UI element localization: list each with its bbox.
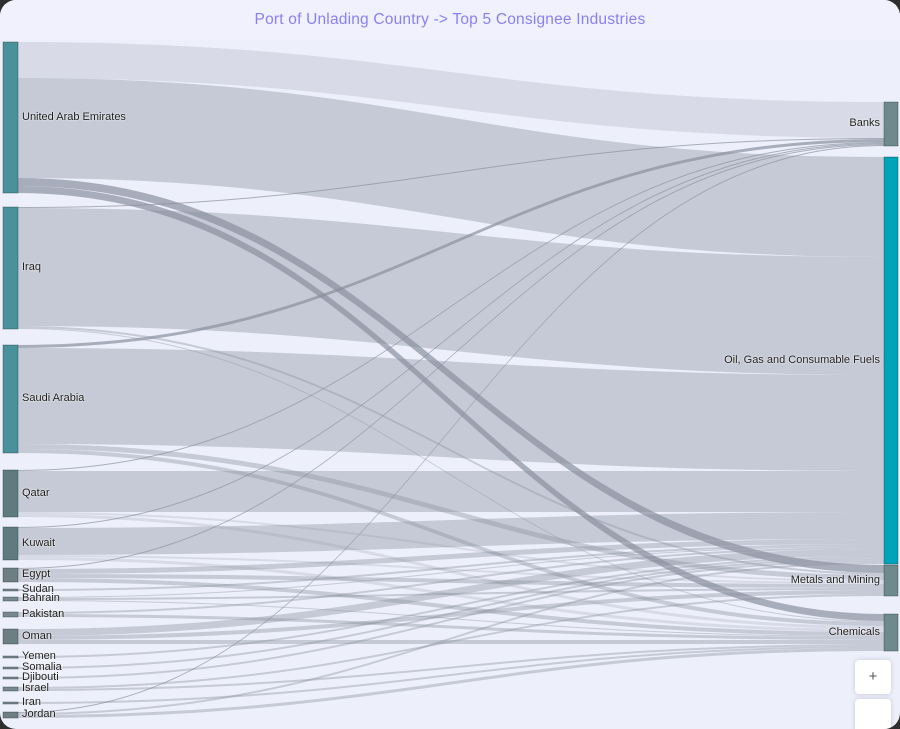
flow-kuwait-to-oil-gas-and-consumable-fuels[interactable] [18,512,884,555]
zoom-in-button[interactable]: + [855,660,891,694]
flow-kuwait-to-metals-and-mining[interactable] [18,555,884,584]
flow-oman-to-metals-and-mining[interactable] [18,590,884,640]
node-iran[interactable] [2,701,19,705]
flow-qatar-to-metals-and-mining[interactable] [18,512,884,582]
flow-united-arab-emirates-to-chemicals[interactable] [18,186,884,621]
node-oman[interactable] [2,628,19,645]
node-iraq[interactable] [2,206,19,330]
flow-united-arab-emirates-to-banks[interactable] [18,42,884,138]
flow-iraq-to-chemicals[interactable] [18,328,884,622]
node-israel[interactable] [2,686,19,692]
flow-egypt-to-chemicals[interactable] [18,578,884,636]
node-djibouti[interactable] [2,676,19,680]
flow-bahrain-to-metals-and-mining[interactable] [18,588,884,600]
node-qatar[interactable] [2,469,19,518]
flow-iraq-to-metals-and-mining[interactable] [18,326,884,575]
flow-egypt-to-metals-and-mining[interactable] [18,574,884,588]
flow-bahrain-to-chemicals[interactable] [18,600,884,637]
zoom-out-button[interactable] [855,699,891,729]
flow-israel-to-metals-and-mining[interactable] [18,594,884,689]
title-bar: Port of Unlading Country -> Top 5 Consig… [0,0,900,40]
flow-saudi-arabia-to-banks[interactable] [18,139,884,348]
node-pakistan[interactable] [2,611,19,618]
flow-sudan-to-oil-gas-and-consumable-fuels[interactable] [18,544,884,591]
flow-iraq-to-banks[interactable] [18,138,884,208]
node-yemen[interactable] [2,655,19,659]
flow-djibouti-to-oil-gas-and-consumable-fuels[interactable] [18,560,884,679]
flow-saudi-arabia-to-metals-and-mining[interactable] [18,444,884,580]
chart-title: Port of Unlading Country -> Top 5 Consig… [254,11,646,28]
flow-jordan-to-banks[interactable] [18,145,884,713]
node-saudi-arabia[interactable] [2,344,19,454]
flow-qatar-to-chemicals[interactable] [18,514,884,629]
flow-kuwait-to-banks[interactable] [18,143,884,528]
flow-united-arab-emirates-to-metals-and-mining[interactable] [18,178,884,573]
node-oil-gas-and-consumable-fuels[interactable] [883,156,899,565]
flow-jordan-to-chemicals[interactable] [18,648,884,718]
flow-kuwait-to-chemicals[interactable] [18,557,884,632]
flow-somalia-to-oil-gas-and-consumable-fuels[interactable] [18,558,884,669]
flow-egypt-to-banks[interactable] [18,144,884,569]
node-banks[interactable] [883,101,899,147]
flow-saudi-arabia-to-chemicals[interactable] [18,449,884,626]
node-kuwait[interactable] [2,526,19,561]
flow-pakistan-to-oil-gas-and-consumable-fuels[interactable] [18,547,884,614]
node-egypt[interactable] [2,567,19,583]
node-somalia[interactable] [2,666,19,670]
node-bahrain[interactable] [2,596,19,602]
flow-qatar-to-banks[interactable] [18,142,884,471]
node-jordan[interactable] [2,711,19,719]
flow-israel-to-chemicals[interactable] [18,644,884,691]
zoom-controls: + [855,660,891,729]
node-united-arab-emirates[interactable] [2,41,19,194]
flow-iraq-to-oil-gas-and-consumable-fuels[interactable] [18,208,884,375]
flow-oman-to-oil-gas-and-consumable-fuels[interactable] [18,549,884,636]
flow-iran-to-chemicals[interactable] [18,646,884,704]
flow-pakistan-to-chemicals[interactable] [18,614,884,640]
node-chemicals[interactable] [883,613,899,652]
flow-yemen-to-oil-gas-and-consumable-fuels[interactable] [18,556,884,658]
flow-qatar-to-oil-gas-and-consumable-fuels[interactable] [18,471,884,512]
node-sudan[interactable] [2,588,19,592]
flow-saudi-arabia-to-oil-gas-and-consumable-fuels[interactable] [18,348,884,471]
flow-egypt-to-oil-gas-and-consumable-fuels[interactable] [18,539,884,574]
flow-bahrain-to-oil-gas-and-consumable-fuels[interactable] [18,546,884,598]
flow-jordan-to-oil-gas-and-consumable-fuels[interactable] [18,562,884,715]
node-metals-and-mining[interactable] [883,564,899,597]
flow-oman-to-chemicals[interactable] [18,640,884,644]
flow-united-arab-emirates-to-oil-gas-and-consumable-fuels[interactable] [18,78,884,257]
